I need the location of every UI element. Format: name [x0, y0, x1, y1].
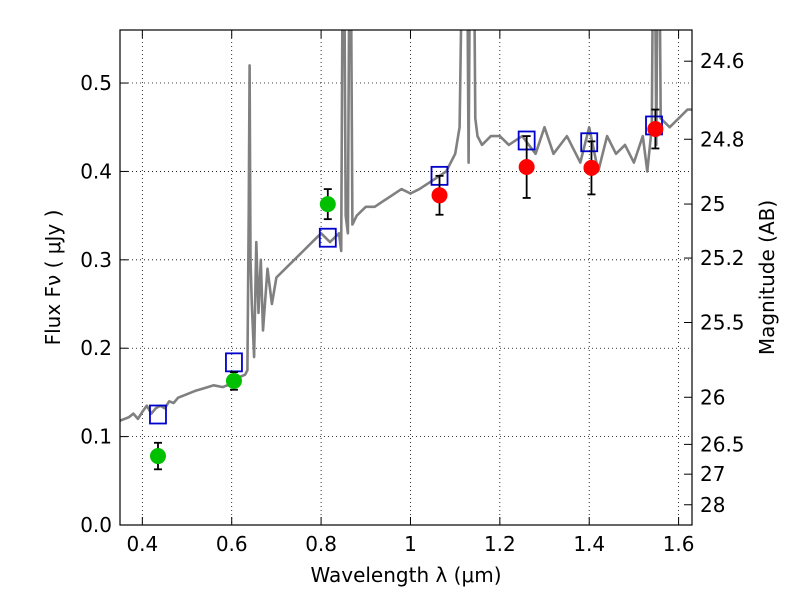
y2-tick-label: 26.5 — [700, 432, 745, 456]
y-tick-label: 0.4 — [80, 159, 112, 183]
x-tick-label: 0.4 — [126, 532, 158, 556]
y2-axis-title: Magnitude (AB) — [755, 200, 779, 355]
spectrum-line — [120, 30, 692, 422]
red-data-point — [647, 121, 664, 137]
green-data-point — [225, 372, 242, 389]
x-tick-label: 0.8 — [305, 532, 337, 556]
red-data-point — [518, 159, 535, 176]
y2-tick-label: 27 — [700, 462, 725, 486]
y-tick-label: 0.2 — [80, 336, 112, 360]
plot-frame — [119, 29, 693, 526]
y2-tick-label: 26 — [700, 385, 725, 409]
model-photometry-square — [149, 404, 167, 425]
model-photometry-square — [580, 132, 599, 153]
x-tick-label: 0.6 — [216, 532, 248, 556]
y-tick-label: 0.0 — [80, 513, 112, 537]
y2-tick-label: 28 — [700, 493, 725, 517]
ticks: 0.4 0.6 0.8 1 1.2 1.4 1.6 0.0 0.1 0.2 0.3 0.4 0.5 24.… — [80, 30, 745, 556]
model-photometry-square — [225, 352, 243, 373]
y-tick-label: 0.1 — [80, 425, 112, 449]
grid — [120, 30, 692, 526]
y2-tick-label: 25.2 — [700, 246, 745, 270]
x-tick-label: 1.2 — [484, 532, 516, 556]
red-data-point — [583, 159, 600, 176]
y-tick-label: 0.3 — [80, 248, 112, 272]
green-data-point — [149, 448, 166, 465]
x-tick-label: 1.4 — [573, 532, 605, 556]
y2-tick-label: 24.8 — [700, 127, 745, 151]
plot-area — [120, 30, 692, 471]
x-tick-label: 1 — [404, 532, 417, 556]
green-data-point — [319, 196, 336, 213]
y-tick-label: 0.5 — [80, 71, 112, 95]
red-data-point — [431, 187, 448, 204]
x-tick-label: 1.6 — [663, 532, 695, 556]
y-axis-title: Flux Fν ( μJy ) — [41, 210, 65, 346]
x-axis-title: Wavelength λ (μm) — [310, 563, 501, 587]
model-photometry-square — [318, 227, 337, 248]
y2-tick-label: 25.5 — [700, 310, 745, 334]
y2-tick-label: 25 — [700, 192, 725, 216]
y2-tick-label: 24.6 — [700, 49, 745, 73]
